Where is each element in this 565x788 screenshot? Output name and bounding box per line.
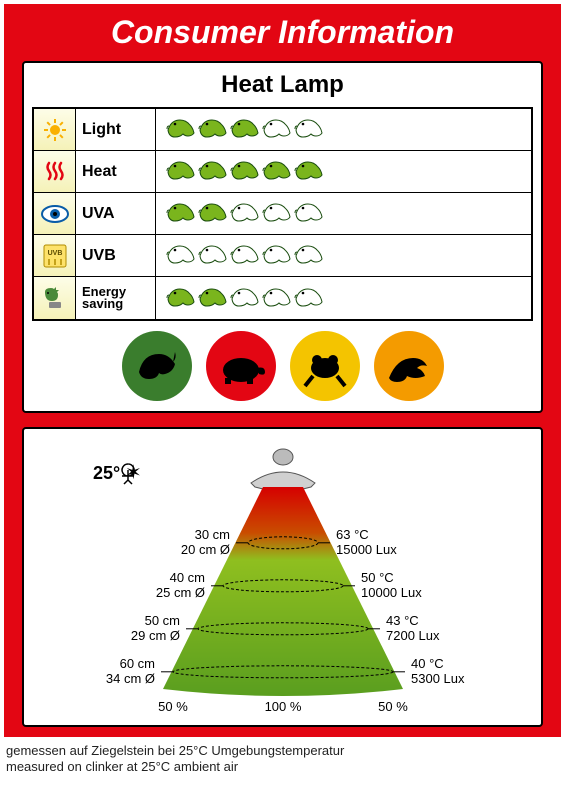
rating-lizard-filled-icon <box>166 158 196 185</box>
suitability-turtle <box>206 331 276 401</box>
main-panel: Consumer Information Heat Lamp Light Hea… <box>4 4 561 737</box>
rating-lizard-empty-icon <box>230 242 260 269</box>
rating-lizard-empty-icon <box>294 200 324 227</box>
svg-text:50 %: 50 % <box>158 699 188 714</box>
svg-text:100 %: 100 % <box>264 699 301 714</box>
svg-text:50 cm: 50 cm <box>144 613 179 628</box>
svg-text:50 °C: 50 °C <box>361 570 394 585</box>
rating-icon-cell <box>34 277 76 319</box>
svg-text:10000 Lux: 10000 Lux <box>361 585 422 600</box>
rating-lizard-filled-icon <box>166 285 196 312</box>
rating-icon-cell <box>34 151 76 192</box>
rating-label: Energy saving <box>76 277 156 319</box>
beam-diagram-card: 25°✶30 cm20 cm Ø63 °C15000 Lux40 cm25 cm… <box>22 427 543 727</box>
rating-label: UVB <box>76 235 156 276</box>
rating-lizard-empty-icon <box>262 200 292 227</box>
suitability-lizard <box>374 331 444 401</box>
rating-value-cell <box>156 277 531 319</box>
rating-lizard-empty-icon <box>230 285 260 312</box>
rating-icon-cell <box>34 193 76 234</box>
rating-icon-cell: UVB <box>34 235 76 276</box>
page-root: Consumer Information Heat Lamp Light Hea… <box>0 0 565 788</box>
rating-row: Energy saving <box>34 277 531 319</box>
svg-text:50 %: 50 % <box>378 699 408 714</box>
rating-lizard-filled-icon <box>262 158 292 185</box>
rating-label: UVA <box>76 193 156 234</box>
product-title: Heat Lamp <box>32 69 533 107</box>
rating-lizard-empty-icon <box>230 200 260 227</box>
rating-row: Light <box>34 109 531 151</box>
rating-lizard-filled-icon <box>166 116 196 143</box>
svg-text:7200 Lux: 7200 Lux <box>386 628 440 643</box>
svg-text:25°: 25° <box>93 463 120 483</box>
svg-text:43 °C: 43 °C <box>386 613 419 628</box>
rating-lizard-filled-icon <box>230 158 260 185</box>
rating-value-cell <box>156 151 531 192</box>
rating-value-cell <box>156 235 531 276</box>
rating-value-cell <box>156 109 531 150</box>
energy-icon <box>39 282 71 314</box>
suitability-row <box>32 331 533 401</box>
footnote-line2: measured on clinker at 25°C ambient air <box>6 759 559 775</box>
sun-icon <box>39 114 71 146</box>
rating-value-cell <box>156 193 531 234</box>
page-title: Consumer Information <box>22 10 543 61</box>
rating-table: Light Heat UVA <box>32 107 533 321</box>
rating-lizard-filled-icon <box>230 116 260 143</box>
footnote: gemessen auf Ziegelstein bei 25°C Umgebu… <box>4 737 561 776</box>
rating-lizard-empty-icon <box>262 242 292 269</box>
svg-text:60 cm: 60 cm <box>119 656 154 671</box>
rating-icon-cell <box>34 109 76 150</box>
rating-label: Heat <box>76 151 156 192</box>
rating-lizard-filled-icon <box>166 200 196 227</box>
suitability-chameleon <box>122 331 192 401</box>
svg-text:40 cm: 40 cm <box>169 570 204 585</box>
rating-lizard-empty-icon <box>166 242 196 269</box>
uvb-icon: UVB <box>39 240 71 272</box>
rating-row: Heat <box>34 151 531 193</box>
rating-lizard-filled-icon <box>294 158 324 185</box>
rating-lizard-empty-icon <box>262 116 292 143</box>
svg-text:34 cm Ø: 34 cm Ø <box>105 671 154 686</box>
svg-text:40 °C: 40 °C <box>411 656 444 671</box>
rating-lizard-empty-icon <box>262 285 292 312</box>
rating-lizard-empty-icon <box>294 116 324 143</box>
rating-lizard-empty-icon <box>198 242 228 269</box>
svg-text:5300 Lux: 5300 Lux <box>411 671 465 686</box>
footnote-line1: gemessen auf Ziegelstein bei 25°C Umgebu… <box>6 743 559 759</box>
rating-lizard-empty-icon <box>294 242 324 269</box>
rating-row: UVA <box>34 193 531 235</box>
rating-lizard-filled-icon <box>198 200 228 227</box>
svg-text:63 °C: 63 °C <box>336 527 369 542</box>
rating-lizard-filled-icon <box>198 158 228 185</box>
svg-text:15000 Lux: 15000 Lux <box>336 542 397 557</box>
rating-label: Light <box>76 109 156 150</box>
heat-icon <box>39 156 71 188</box>
svg-text:20 cm Ø: 20 cm Ø <box>180 542 229 557</box>
rating-lizard-filled-icon <box>198 116 228 143</box>
eye-icon <box>39 198 71 230</box>
svg-text:25 cm Ø: 25 cm Ø <box>155 585 204 600</box>
svg-text:UVB: UVB <box>47 250 62 257</box>
rating-lizard-empty-icon <box>294 285 324 312</box>
ratings-card: Heat Lamp Light Heat <box>22 61 543 413</box>
beam-diagram-svg: 25°✶30 cm20 cm Ø63 °C15000 Lux40 cm25 cm… <box>33 439 533 717</box>
suitability-frog <box>290 331 360 401</box>
rating-row: UVB UVB <box>34 235 531 277</box>
svg-text:30 cm: 30 cm <box>194 527 229 542</box>
rating-lizard-filled-icon <box>198 285 228 312</box>
svg-text:29 cm Ø: 29 cm Ø <box>130 628 179 643</box>
